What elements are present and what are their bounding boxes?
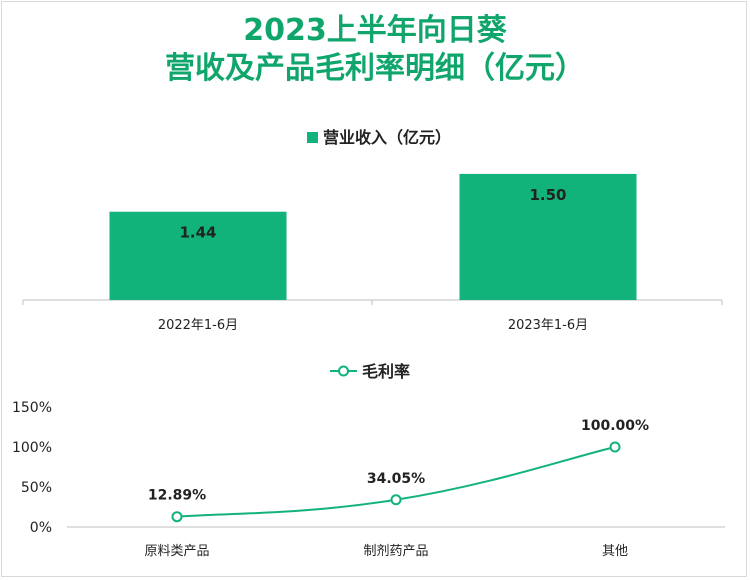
bar-category-label: 2023年1-6月 (508, 318, 588, 333)
line-point (390, 494, 402, 506)
line-value-label: 100.00% (581, 418, 649, 434)
bar-legend-label: 营业收入（亿元） (323, 128, 451, 147)
chart-title-line-2: 营收及产品毛利率明细（亿元） (165, 51, 585, 86)
line-category-label: 其他 (602, 544, 628, 559)
line-y-tick-label: 150% (12, 400, 52, 416)
bar-category-label: 2022年1-6月 (158, 318, 238, 333)
line-point (609, 441, 621, 453)
bar (459, 173, 637, 300)
line-category-label: 原料类产品 (144, 544, 209, 559)
line-legend-marker (338, 365, 349, 377)
line-y-tick-label: 50% (21, 480, 52, 496)
bar-value-label: 1.44 (179, 224, 216, 242)
line-y-tick-label: 0% (30, 520, 52, 536)
line-value-label: 34.05% (367, 471, 425, 487)
chart-title: 2023上半年向日葵 营收及产品毛利率明细（亿元） (0, 12, 750, 88)
line-point (171, 511, 183, 523)
bar-value-label: 1.50 (529, 186, 566, 204)
chart-title-line-1: 2023上半年向日葵 (243, 13, 507, 48)
line-value-label: 12.89% (148, 488, 206, 504)
line-legend-label: 毛利率 (362, 362, 410, 381)
bar (109, 211, 287, 300)
line-y-tick-label: 100% (12, 440, 52, 456)
bar-legend-swatch (307, 132, 318, 143)
line-category-label: 制剂药产品 (363, 544, 428, 559)
